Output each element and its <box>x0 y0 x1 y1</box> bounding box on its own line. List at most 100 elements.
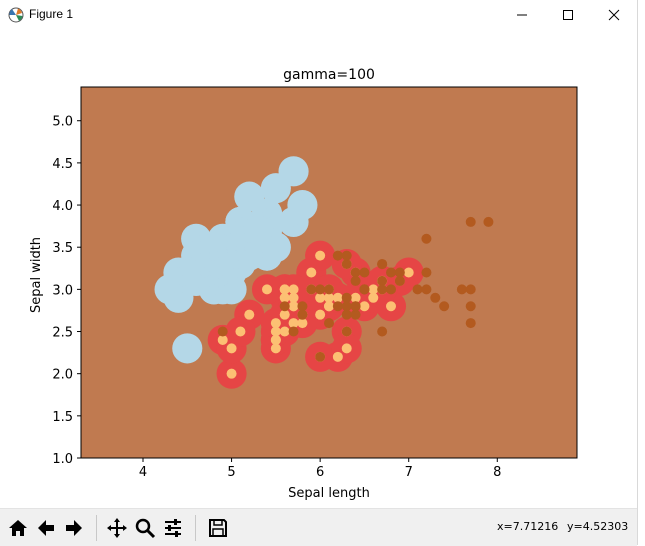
chart-title: gamma=100 <box>283 67 375 83</box>
forward-button[interactable] <box>61 515 87 541</box>
data-point <box>465 216 476 227</box>
plot-frame <box>80 86 578 459</box>
data-point <box>324 284 334 295</box>
data-point <box>350 275 361 286</box>
data-point <box>377 326 388 337</box>
data-point <box>200 267 210 278</box>
data-point <box>182 343 193 354</box>
data-point <box>262 225 272 236</box>
y-tick-label: 4.0 <box>52 199 73 214</box>
data-point <box>244 250 255 261</box>
data-point <box>279 309 290 320</box>
zoom-button[interactable] <box>132 515 158 541</box>
back-button[interactable] <box>33 515 59 541</box>
data-point <box>315 309 326 320</box>
data-point <box>270 318 281 329</box>
y-tick-label: 2.5 <box>52 326 73 341</box>
data-point <box>306 267 317 278</box>
data-point <box>279 301 290 312</box>
data-point <box>226 343 237 354</box>
x-tick-label: 4 <box>139 465 147 480</box>
close-button[interactable] <box>591 0 637 30</box>
data-point <box>235 326 246 337</box>
data-point <box>341 326 352 337</box>
data-point <box>262 284 272 295</box>
data-point <box>421 233 432 244</box>
data-point <box>368 292 379 303</box>
minimize-button[interactable] <box>499 0 545 30</box>
y-tick-label: 2.0 <box>52 368 73 383</box>
toolbar-separator <box>96 515 97 541</box>
home-icon <box>9 520 27 536</box>
data-point <box>191 250 202 261</box>
data-point <box>297 200 308 211</box>
data-point <box>244 191 255 202</box>
data-point <box>341 301 352 312</box>
data-point <box>403 267 414 278</box>
x-tick-label: 7 <box>405 465 413 480</box>
data-point <box>270 326 281 337</box>
data-point <box>173 267 184 278</box>
y-tick-label: 1.0 <box>52 452 73 467</box>
pan-button[interactable] <box>104 515 130 541</box>
data-point <box>244 242 255 253</box>
data-point <box>288 318 299 329</box>
data-point <box>270 242 281 253</box>
configure-subplots-button[interactable] <box>160 515 186 541</box>
maximize-button[interactable] <box>545 0 591 30</box>
figure-canvas[interactable]: gamma=100 4 5 6 7 8 1.0 1.5 2.0 2.5 3.0 3.5 4.0 4.5… <box>0 30 637 508</box>
data-point <box>173 292 184 303</box>
cursor-y-coordinate: y=4.52303 <box>567 520 629 533</box>
data-point <box>279 292 290 303</box>
x-tick-label: 8 <box>493 465 501 480</box>
data-point <box>341 250 352 261</box>
y-tick-label: 4.5 <box>52 157 73 172</box>
y-tick-label: 1.5 <box>52 410 73 425</box>
data-point <box>332 301 343 312</box>
data-point <box>226 267 237 278</box>
save-button[interactable] <box>205 515 231 541</box>
data-point <box>306 284 317 295</box>
data-point <box>465 284 476 295</box>
toolbar-separator <box>195 515 196 541</box>
data-point <box>332 292 343 303</box>
data-point <box>483 216 494 227</box>
configure-subplots-icon <box>165 519 181 537</box>
home-button[interactable] <box>5 515 31 541</box>
data-point <box>350 301 361 312</box>
data-point <box>288 301 299 312</box>
data-point <box>456 284 467 295</box>
pan-icon <box>107 518 127 538</box>
data-point <box>217 233 228 244</box>
data-point <box>226 284 237 295</box>
title-bar[interactable]: Figure 1 <box>0 0 637 30</box>
data-point <box>341 259 352 270</box>
data-point <box>226 250 237 261</box>
data-point <box>288 292 299 303</box>
background-window-edge <box>638 0 645 545</box>
data-point <box>350 267 361 278</box>
x-axis-ticks: 4 5 6 7 8 <box>139 458 501 480</box>
data-point <box>394 267 405 278</box>
y-axis-ticks: 1.0 1.5 2.0 2.5 3.0 3.5 4.0 4.5 5.0 <box>52 115 81 467</box>
data-point <box>315 284 326 295</box>
data-point <box>324 318 334 329</box>
data-point <box>244 309 255 320</box>
data-point <box>235 242 246 253</box>
data-point <box>235 250 246 261</box>
save-icon <box>209 519 227 537</box>
data-point <box>262 208 272 219</box>
data-point <box>270 334 281 345</box>
matplotlib-app-icon <box>8 7 24 23</box>
data-point <box>279 326 290 337</box>
data-point <box>421 284 432 295</box>
plot-background <box>81 87 577 458</box>
scatter-chart[interactable]: gamma=100 4 5 6 7 8 1.0 1.5 2.0 2.5 3.0 3.5 4.0 4.5… <box>0 30 637 508</box>
data-point <box>191 267 202 278</box>
maximize-icon <box>563 10 573 20</box>
close-icon <box>608 9 620 21</box>
data-point <box>341 309 352 320</box>
minimize-icon <box>517 14 527 16</box>
data-point <box>208 250 219 261</box>
x-axis-label: Sepal length <box>288 486 370 501</box>
